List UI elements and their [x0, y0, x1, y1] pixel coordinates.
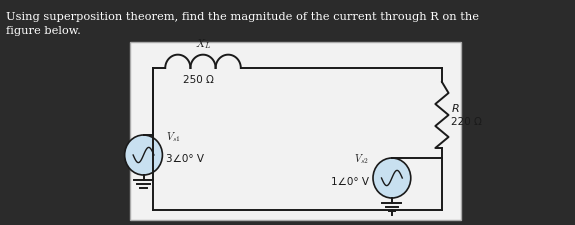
Text: R: R — [451, 104, 459, 114]
Text: figure below.: figure below. — [6, 26, 80, 36]
Text: Using superposition theorem, find the magnitude of the current through R on the: Using superposition theorem, find the ma… — [6, 12, 478, 22]
Text: $V_{s1}$: $V_{s1}$ — [166, 130, 181, 144]
Text: 220 Ω: 220 Ω — [451, 117, 482, 127]
Text: 1∠0° V: 1∠0° V — [331, 177, 369, 187]
Bar — [131, 42, 461, 220]
Text: $X_L$: $X_L$ — [195, 37, 211, 51]
Circle shape — [373, 158, 411, 198]
Text: 250 Ω: 250 Ω — [183, 75, 214, 85]
Text: $V_{s2}$: $V_{s2}$ — [354, 152, 369, 166]
Text: 3∠0° V: 3∠0° V — [166, 154, 204, 164]
Circle shape — [125, 135, 162, 175]
